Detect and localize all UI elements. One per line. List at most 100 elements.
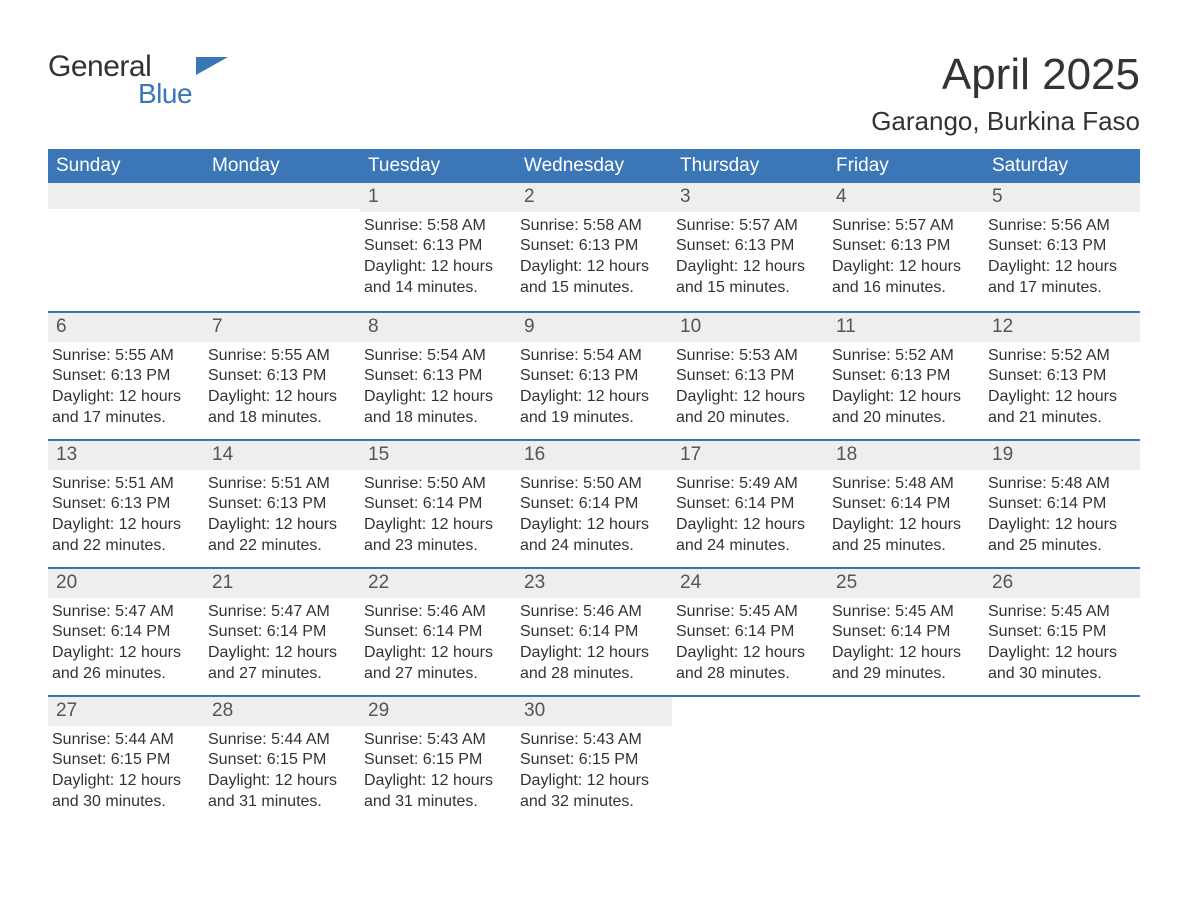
- weeks-container: 1Sunrise: 5:58 AMSunset: 6:13 PMDaylight…: [48, 183, 1140, 823]
- day-number: 20: [56, 572, 77, 593]
- day-sunset: Sunset: 6:14 PM: [832, 494, 976, 515]
- day-cell: 8Sunrise: 5:54 AMSunset: 6:13 PMDaylight…: [360, 313, 516, 439]
- day-sunrise: Sunrise: 5:50 AM: [520, 474, 664, 495]
- day-number-row: 15: [360, 441, 516, 470]
- day-number-row: 8: [360, 313, 516, 342]
- day-cell: 24Sunrise: 5:45 AMSunset: 6:14 PMDayligh…: [672, 569, 828, 695]
- day-cell: 3Sunrise: 5:57 AMSunset: 6:13 PMDaylight…: [672, 183, 828, 311]
- day-sunset: Sunset: 6:15 PM: [208, 750, 352, 771]
- day-number: 22: [368, 572, 389, 593]
- day-sunrise: Sunrise: 5:52 AM: [832, 346, 976, 367]
- day-daylight1: Daylight: 12 hours: [364, 515, 508, 536]
- day-daylight2: and 27 minutes.: [208, 664, 352, 685]
- day-number: 10: [680, 316, 701, 337]
- day-number-row: 25: [828, 569, 984, 598]
- day-daylight2: and 22 minutes.: [208, 536, 352, 557]
- day-sunrise: Sunrise: 5:51 AM: [208, 474, 352, 495]
- day-number-row: 4: [828, 183, 984, 212]
- day-number: 3: [680, 186, 691, 207]
- day-daylight2: and 30 minutes.: [988, 664, 1132, 685]
- day-cell: 5Sunrise: 5:56 AMSunset: 6:13 PMDaylight…: [984, 183, 1140, 311]
- day-sunrise: Sunrise: 5:48 AM: [832, 474, 976, 495]
- day-number: 29: [368, 700, 389, 721]
- calendar-header-row: SundayMondayTuesdayWednesdayThursdayFrid…: [48, 149, 1140, 183]
- day-number: 2: [524, 186, 535, 207]
- day-daylight1: Daylight: 12 hours: [988, 387, 1132, 408]
- day-number-row: 19: [984, 441, 1140, 470]
- day-sunset: Sunset: 6:14 PM: [208, 622, 352, 643]
- header: General Blue April 2025 Garango, Burkina…: [48, 50, 1140, 137]
- day-daylight1: Daylight: 12 hours: [520, 257, 664, 278]
- day-number: 27: [56, 700, 77, 721]
- day-cell: 7Sunrise: 5:55 AMSunset: 6:13 PMDaylight…: [204, 313, 360, 439]
- day-cell: 15Sunrise: 5:50 AMSunset: 6:14 PMDayligh…: [360, 441, 516, 567]
- day-number-row: 16: [516, 441, 672, 470]
- day-cell: 30Sunrise: 5:43 AMSunset: 6:15 PMDayligh…: [516, 697, 672, 823]
- day-daylight2: and 28 minutes.: [676, 664, 820, 685]
- day-daylight1: Daylight: 12 hours: [520, 771, 664, 792]
- day-sunrise: Sunrise: 5:55 AM: [52, 346, 196, 367]
- day-header: Monday: [204, 149, 360, 183]
- day-number-row: 5: [984, 183, 1140, 212]
- day-daylight1: Daylight: 12 hours: [988, 643, 1132, 664]
- day-sunset: Sunset: 6:13 PM: [520, 366, 664, 387]
- day-daylight1: Daylight: 12 hours: [52, 643, 196, 664]
- day-sunset: Sunset: 6:13 PM: [52, 366, 196, 387]
- day-cell: 12Sunrise: 5:52 AMSunset: 6:13 PMDayligh…: [984, 313, 1140, 439]
- day-sunset: Sunset: 6:13 PM: [988, 366, 1132, 387]
- day-daylight2: and 14 minutes.: [364, 278, 508, 299]
- day-number: 24: [680, 572, 701, 593]
- day-cell: 25Sunrise: 5:45 AMSunset: 6:14 PMDayligh…: [828, 569, 984, 695]
- day-daylight1: Daylight: 12 hours: [988, 515, 1132, 536]
- week-row: 1Sunrise: 5:58 AMSunset: 6:13 PMDaylight…: [48, 183, 1140, 311]
- day-sunset: Sunset: 6:14 PM: [520, 622, 664, 643]
- day-daylight2: and 22 minutes.: [52, 536, 196, 557]
- day-sunset: Sunset: 6:13 PM: [52, 494, 196, 515]
- day-number: 13: [56, 444, 77, 465]
- day-header: Tuesday: [360, 149, 516, 183]
- day-cell: 29Sunrise: 5:43 AMSunset: 6:15 PMDayligh…: [360, 697, 516, 823]
- day-cell: 22Sunrise: 5:46 AMSunset: 6:14 PMDayligh…: [360, 569, 516, 695]
- day-sunrise: Sunrise: 5:58 AM: [364, 216, 508, 237]
- day-cell: 13Sunrise: 5:51 AMSunset: 6:13 PMDayligh…: [48, 441, 204, 567]
- day-sunrise: Sunrise: 5:57 AM: [832, 216, 976, 237]
- day-number-row: 11: [828, 313, 984, 342]
- day-sunrise: Sunrise: 5:45 AM: [676, 602, 820, 623]
- day-number-row: 29: [360, 697, 516, 726]
- day-cell: 10Sunrise: 5:53 AMSunset: 6:13 PMDayligh…: [672, 313, 828, 439]
- day-number-row: 3: [672, 183, 828, 212]
- title-block: April 2025 Garango, Burkina Faso: [871, 50, 1140, 137]
- day-number: 23: [524, 572, 545, 593]
- day-daylight2: and 24 minutes.: [676, 536, 820, 557]
- day-daylight2: and 27 minutes.: [364, 664, 508, 685]
- day-cell: 26Sunrise: 5:45 AMSunset: 6:15 PMDayligh…: [984, 569, 1140, 695]
- day-daylight2: and 31 minutes.: [364, 792, 508, 813]
- day-sunset: Sunset: 6:15 PM: [988, 622, 1132, 643]
- day-sunrise: Sunrise: 5:52 AM: [988, 346, 1132, 367]
- day-daylight2: and 16 minutes.: [832, 278, 976, 299]
- day-number: 16: [524, 444, 545, 465]
- day-sunset: Sunset: 6:13 PM: [832, 236, 976, 257]
- day-daylight1: Daylight: 12 hours: [364, 771, 508, 792]
- day-number-row: 6: [48, 313, 204, 342]
- day-cell: 28Sunrise: 5:44 AMSunset: 6:15 PMDayligh…: [204, 697, 360, 823]
- day-cell: 1Sunrise: 5:58 AMSunset: 6:13 PMDaylight…: [360, 183, 516, 311]
- day-daylight2: and 24 minutes.: [520, 536, 664, 557]
- day-sunrise: Sunrise: 5:57 AM: [676, 216, 820, 237]
- day-daylight1: Daylight: 12 hours: [676, 387, 820, 408]
- day-sunrise: Sunrise: 5:46 AM: [520, 602, 664, 623]
- day-sunrise: Sunrise: 5:54 AM: [364, 346, 508, 367]
- day-daylight1: Daylight: 12 hours: [364, 257, 508, 278]
- day-sunset: Sunset: 6:15 PM: [52, 750, 196, 771]
- day-daylight1: Daylight: 12 hours: [832, 515, 976, 536]
- week-row: 20Sunrise: 5:47 AMSunset: 6:14 PMDayligh…: [48, 567, 1140, 695]
- day-sunset: Sunset: 6:14 PM: [520, 494, 664, 515]
- empty-day-number-row: [48, 183, 204, 209]
- day-sunset: Sunset: 6:14 PM: [52, 622, 196, 643]
- day-sunrise: Sunrise: 5:47 AM: [208, 602, 352, 623]
- day-number: 8: [368, 316, 379, 337]
- day-sunrise: Sunrise: 5:43 AM: [520, 730, 664, 751]
- day-daylight1: Daylight: 12 hours: [676, 643, 820, 664]
- day-number-row: 10: [672, 313, 828, 342]
- day-daylight1: Daylight: 12 hours: [208, 771, 352, 792]
